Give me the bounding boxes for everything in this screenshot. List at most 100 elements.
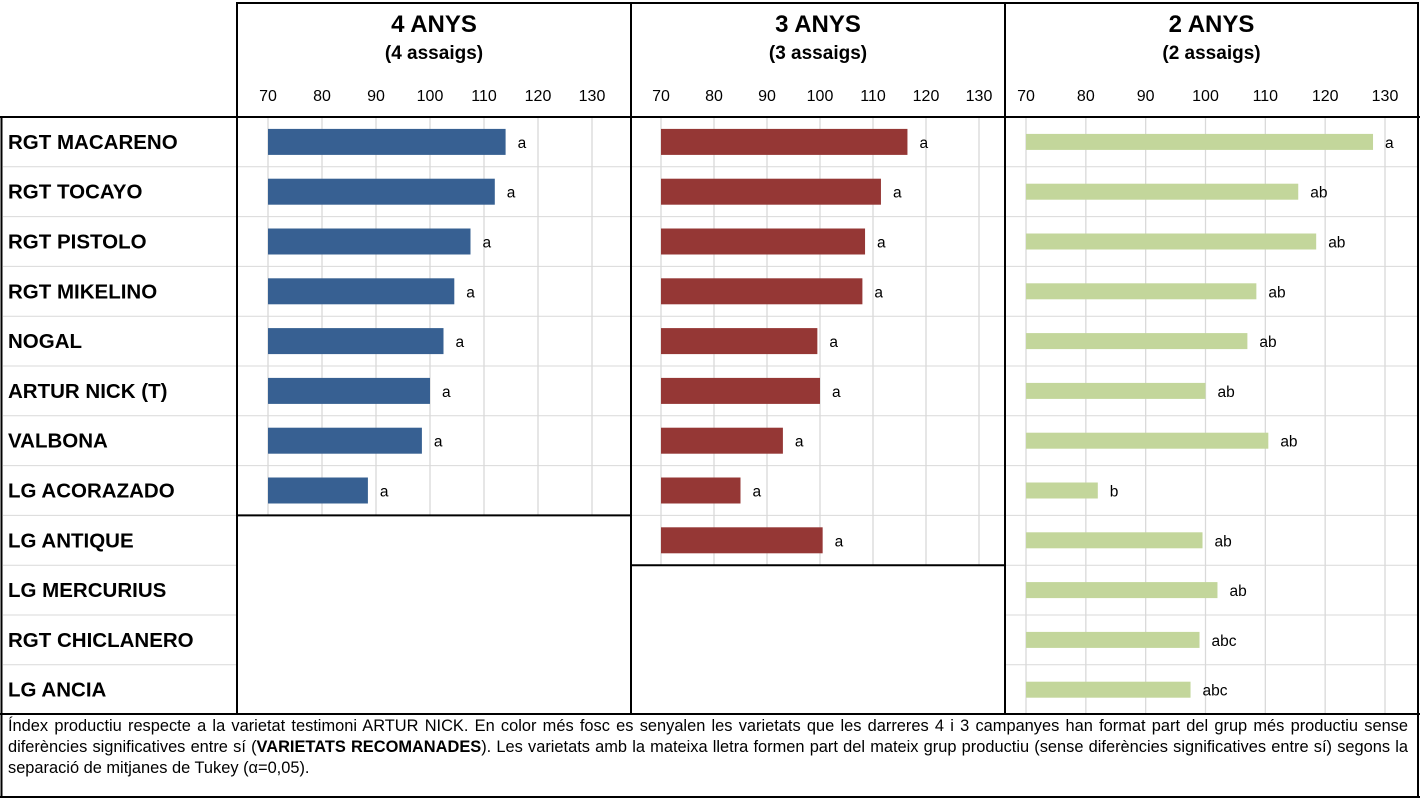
x-tick-label: 110 [1253, 88, 1279, 105]
bar [661, 278, 863, 305]
significance-letter: a [466, 284, 475, 301]
category-label: NOGAL [8, 330, 82, 353]
footnote-text-end: ). Les varietats amb la mateixa lletra f… [8, 738, 1408, 777]
bar [1026, 283, 1257, 300]
bar [661, 178, 881, 205]
bar [1026, 482, 1098, 499]
footnote-text: Índex productiu respecte a la varietat t… [8, 717, 1408, 756]
x-tick-label: 70 [259, 88, 277, 105]
significance-letter: ab [1259, 334, 1276, 351]
significance-letter: a [835, 533, 844, 550]
panel-empty-area [632, 566, 1004, 713]
bar [661, 377, 820, 404]
significance-letter: a [483, 235, 492, 252]
significance-letter: ab [1310, 185, 1327, 202]
category-label: RGT CHICLANERO [8, 629, 194, 652]
significance-letter: ab [1328, 235, 1345, 252]
significance-letter: a [795, 434, 804, 451]
bar [268, 328, 444, 355]
bar [1026, 681, 1191, 698]
panel-empty-area [238, 516, 630, 713]
panel-title: 3 ANYS [775, 11, 861, 38]
category-label: VALBONA [8, 430, 108, 453]
x-tick-label: 80 [1077, 88, 1095, 105]
x-tick-label: 130 [579, 88, 606, 105]
significance-letter: a [507, 185, 516, 202]
bar [661, 427, 783, 454]
significance-letter: a [1385, 135, 1394, 152]
category-label: LG ANCIA [8, 679, 107, 702]
significance-letter: abc [1212, 633, 1237, 650]
bar [1026, 382, 1206, 399]
panel-subtitle: (4 assaigs) [385, 43, 483, 64]
significance-letter: a [518, 135, 527, 152]
category-label: RGT TOCAYO [8, 181, 142, 204]
x-tick-label: 110 [860, 88, 886, 105]
significance-letter: a [380, 484, 389, 501]
bar [268, 377, 430, 404]
bar [268, 128, 506, 155]
panel-title: 4 ANYS [391, 11, 477, 38]
bar [268, 178, 495, 205]
significance-letter: ab [1229, 583, 1246, 600]
significance-letter: ab [1268, 284, 1285, 301]
x-tick-label: 90 [367, 88, 385, 105]
significance-letter: a [832, 384, 841, 401]
x-tick-label: 70 [1017, 88, 1035, 105]
significance-letter: a [829, 334, 838, 351]
significance-letter: a [874, 284, 883, 301]
x-tick-label: 70 [652, 88, 670, 105]
significance-letter: a [456, 334, 465, 351]
category-label: LG ACORAZADO [8, 480, 175, 503]
x-tick-label: 100 [1192, 88, 1219, 105]
bar [1026, 183, 1299, 200]
category-label: LG ANTIQUE [8, 529, 134, 552]
panel-subtitle: (2 assaigs) [1162, 43, 1260, 64]
category-label: LG MERCURIUS [8, 579, 166, 602]
significance-letter: a [753, 484, 762, 501]
bar [1026, 333, 1248, 350]
bar [268, 278, 455, 305]
x-tick-label: 110 [471, 88, 497, 105]
bar [1026, 133, 1374, 150]
category-label: RGT PISTOLO [8, 231, 147, 254]
significance-letter: b [1110, 484, 1119, 501]
x-tick-label: 80 [705, 88, 723, 105]
significance-letter: ab [1218, 384, 1235, 401]
bar [268, 477, 368, 504]
significance-letter: a [877, 235, 886, 252]
x-tick-label: 80 [313, 88, 331, 105]
bar [661, 228, 866, 255]
bar [1026, 233, 1317, 250]
x-tick-label: 120 [525, 88, 552, 105]
significance-letter: a [919, 135, 928, 152]
panel-title: 2 ANYS [1169, 11, 1255, 38]
x-tick-label: 90 [758, 88, 776, 105]
bar [268, 427, 422, 454]
x-tick-label: 130 [966, 88, 993, 105]
x-tick-label: 100 [807, 88, 834, 105]
bar [1026, 432, 1269, 449]
bar [661, 328, 818, 355]
category-label: ARTUR NICK (T) [8, 380, 167, 403]
significance-letter: a [442, 384, 451, 401]
footnote-bold-text: VARIETATS RECOMANADES [256, 738, 482, 756]
footnote: Índex productiu respecte a la varietat t… [8, 716, 1408, 779]
bar [661, 477, 741, 504]
x-tick-label: 120 [1312, 88, 1339, 105]
bar [1026, 532, 1203, 549]
panel-subtitle: (3 assaigs) [769, 43, 867, 64]
x-tick-label: 120 [913, 88, 940, 105]
significance-letter: ab [1280, 434, 1297, 451]
significance-letter: a [893, 185, 902, 202]
category-label: RGT MIKELINO [8, 280, 157, 303]
bar [1026, 582, 1218, 599]
bar [661, 527, 823, 554]
x-tick-label: 130 [1372, 88, 1399, 105]
significance-letter: ab [1215, 533, 1232, 550]
x-tick-label: 100 [417, 88, 444, 105]
category-label: RGT MACARENO [8, 131, 178, 154]
x-tick-label: 90 [1137, 88, 1155, 105]
